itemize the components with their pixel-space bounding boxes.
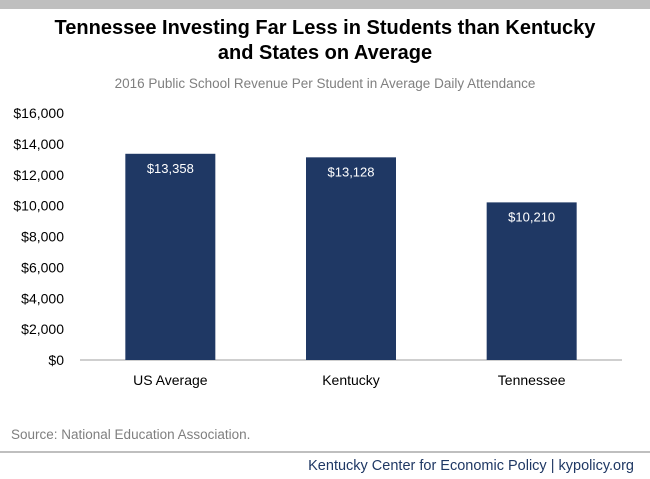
y-tick-label: $0 [48, 352, 64, 368]
chart-title-line-1: Tennessee Investing Far Less in Students… [54, 17, 596, 39]
y-tick-label: $12,000 [13, 167, 64, 183]
chart-title: Tennessee Investing Far Less in Students… [0, 16, 650, 66]
bar [486, 202, 577, 360]
bar [125, 153, 216, 360]
y-tick-label: $2,000 [21, 321, 64, 337]
bottom-divider [0, 451, 650, 453]
chart-title-line-2: and States on Average [217, 42, 433, 64]
x-category-label: US Average [133, 372, 208, 388]
bar-data-label: $10,210 [508, 209, 555, 224]
y-tick-label: $14,000 [13, 136, 64, 152]
y-tick-label: $10,000 [13, 198, 64, 214]
bar [306, 157, 396, 360]
chart-subtitle: 2016 Public School Revenue Per Student i… [114, 76, 536, 91]
bar-chart: $0 $2,000 $4,000 $6,000 $8,000 $10,000 $12,000… [13, 105, 622, 388]
source-note: Source: National Education Association. [11, 427, 251, 442]
footer-credit: Kentucky Center for Economic Policy | ky… [308, 458, 634, 474]
y-tick-label: $8,000 [21, 229, 64, 245]
y-tick-label: $16,000 [13, 105, 64, 121]
x-category-label: Tennessee [498, 372, 566, 388]
y-tick-label: $4,000 [21, 290, 64, 306]
bar-data-label: $13,358 [147, 161, 194, 176]
x-category-label: Kentucky [322, 372, 380, 388]
bar-data-label: $13,128 [328, 164, 375, 179]
y-tick-label: $6,000 [21, 259, 64, 275]
top-border [0, 0, 650, 9]
